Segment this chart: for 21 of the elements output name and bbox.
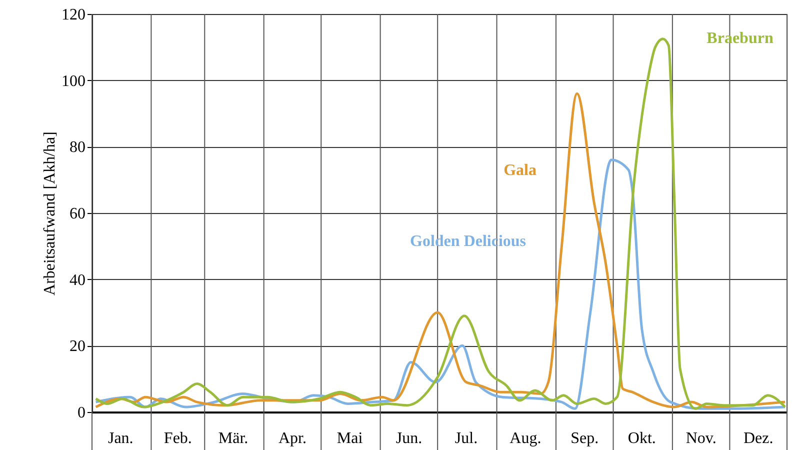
x-tick-label: Dez. — [743, 430, 774, 447]
y-tick-label: 40 — [70, 272, 86, 289]
y-axis-title: Arbeitsaufwand [Akh/ha] — [42, 132, 58, 296]
y-tick-label: 60 — [70, 206, 86, 222]
y-tick-label: 20 — [70, 338, 86, 356]
y-tick-label: 120 — [62, 6, 86, 24]
y-tick-label: 0 — [78, 404, 86, 422]
x-tick-label: Aug. — [510, 430, 542, 447]
x-tick-label: Jun. — [396, 430, 422, 447]
series-label: Gala — [504, 162, 536, 179]
y-tick-label: 100 — [62, 72, 86, 90]
x-tick-label: Jul. — [454, 430, 478, 447]
x-tick-label: Mai — [336, 430, 364, 447]
x-tick-label: Apr. — [278, 430, 306, 447]
x-tick-label: Mär. — [218, 430, 248, 447]
y-tick-label: 80 — [70, 139, 86, 156]
x-tick-label: Feb. — [164, 430, 192, 447]
x-tick-label: Okt. — [628, 430, 656, 447]
x-tick-label: Nov. — [686, 430, 716, 447]
x-tick-label: Sep. — [570, 430, 599, 447]
x-tick-label: Jan. — [108, 430, 134, 447]
